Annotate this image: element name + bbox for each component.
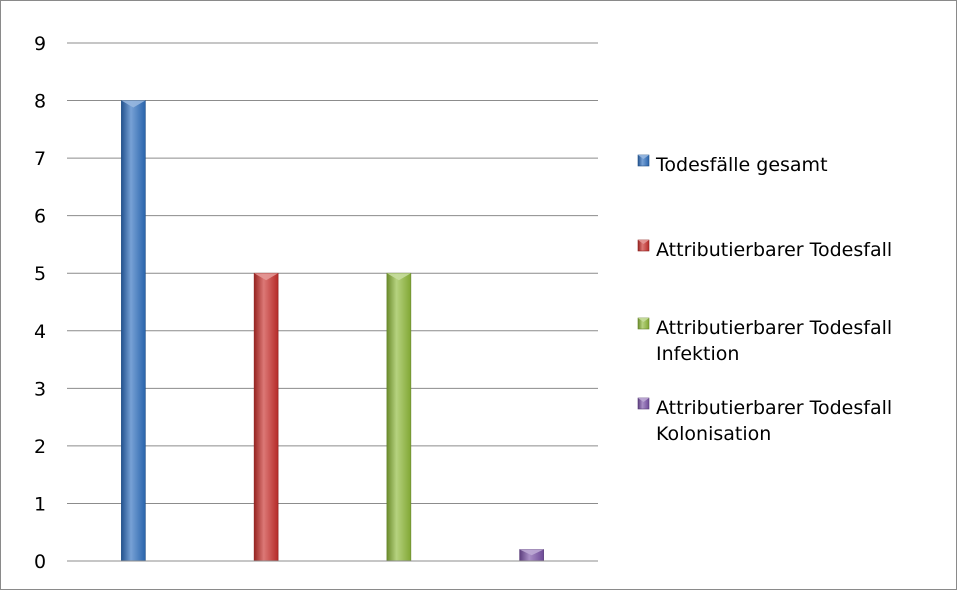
y-tick-label: 9 xyxy=(34,33,46,55)
legend-item: Todesfälle gesamt xyxy=(638,154,828,176)
y-tick-label: 5 xyxy=(34,263,46,285)
gridlines xyxy=(67,43,598,561)
legend-label: Attributierbarer Todesfall xyxy=(656,239,892,261)
legend-label: Todesfälle gesamt xyxy=(655,154,828,176)
y-tick-label: 8 xyxy=(34,91,46,113)
legend-label: Attributierbarer Todesfall Infektion xyxy=(656,317,892,365)
y-tick-label: 4 xyxy=(34,321,46,343)
legend-item: Attributierbarer Todesfall Kolonisation xyxy=(638,397,892,445)
legend-item: Attributierbarer Todesfall Infektion xyxy=(638,317,892,365)
y-tick-label: 2 xyxy=(34,436,46,458)
y-tick-label: 0 xyxy=(34,551,46,573)
bar-body xyxy=(387,273,411,561)
legend-item: Attributierbarer Todesfall xyxy=(638,239,892,261)
bar-body xyxy=(121,101,145,561)
y-tick-label: 3 xyxy=(34,378,46,400)
legend-label: Attributierbarer Todesfall Kolonisation xyxy=(656,397,892,445)
bar-body xyxy=(254,273,278,561)
y-axis-tick-labels: 0 1 2 3 4 5 6 7 8 9 xyxy=(34,33,46,573)
bar xyxy=(387,273,411,561)
bar xyxy=(121,101,145,561)
bar xyxy=(520,549,544,561)
y-tick-label: 7 xyxy=(34,148,46,170)
legend: Todesfälle gesamt Attributierbarer Todesf… xyxy=(638,154,892,445)
y-tick-label: 1 xyxy=(34,493,46,515)
bar xyxy=(254,273,278,561)
y-tick-label: 6 xyxy=(34,206,46,228)
